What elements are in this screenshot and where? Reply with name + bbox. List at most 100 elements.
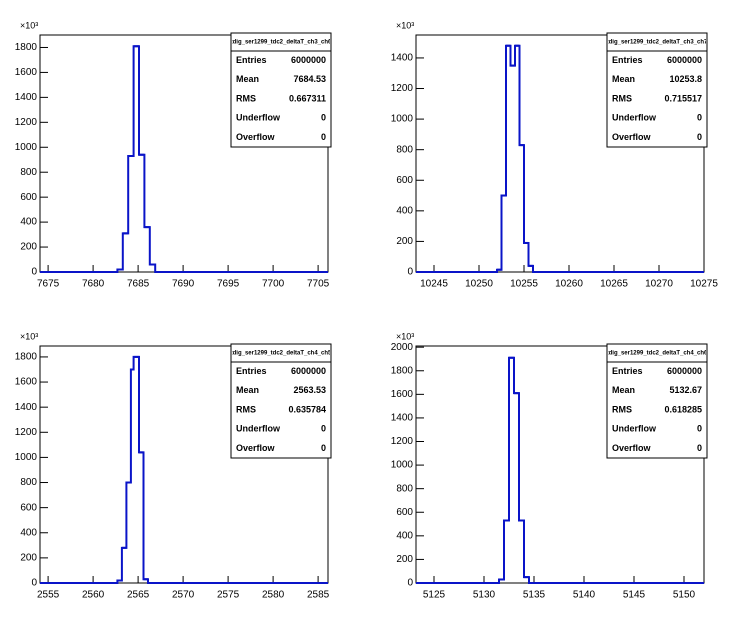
stats-title: tdig_ser1299_tdc2_deltaT_ch3_ch6: [231, 40, 332, 46]
stats-label: Overflow: [236, 443, 276, 453]
x-tick-label: 2570: [172, 590, 195, 601]
stats-label: RMS: [612, 93, 632, 103]
y-tick-label: 1800: [391, 365, 414, 376]
histogram-panel: 5125 5130 5135 5140 5145 5150 0 200 400 600 800 100…: [391, 331, 708, 601]
x-tick-label: 2555: [37, 590, 60, 601]
x-tick-label: 10270: [645, 279, 673, 290]
y-tick-label: 800: [20, 167, 37, 178]
x-tick-label: 2565: [127, 590, 150, 601]
stats-value: 6000000: [291, 55, 326, 65]
y-exponent: ×10³: [396, 331, 414, 341]
y-tick-label: 0: [407, 578, 413, 589]
y-tick-label: 800: [396, 483, 413, 494]
y-tick-label: 600: [20, 502, 37, 513]
stats-value: 0: [321, 424, 326, 434]
y-tick-label: 1800: [15, 352, 38, 363]
histogram-panel: 2555 2560 2565 2570 2575 2580 2585 0 200 400 600 80…: [15, 331, 332, 601]
x-tick-label: 10265: [600, 279, 628, 290]
y-tick-label: 400: [20, 527, 37, 538]
stats-value: 6000000: [291, 366, 326, 376]
x-tick-label: 5125: [423, 590, 446, 601]
x-tick-label: 2585: [307, 590, 330, 601]
y-tick-label: 1600: [391, 389, 414, 400]
stats-label: Underflow: [612, 113, 657, 123]
y-tick-label: 1600: [15, 67, 38, 78]
stats-label: Overflow: [612, 132, 652, 142]
stats-box: [606, 343, 708, 459]
y-tick-label: 1000: [391, 114, 414, 125]
stats-label: RMS: [236, 93, 256, 103]
x-tick-label: 5140: [573, 590, 596, 601]
stats-value: 0: [321, 443, 326, 453]
y-tick-label: 400: [396, 530, 413, 541]
stats-label: Overflow: [612, 443, 652, 453]
stats-title: tdig_ser1299_tdc2_deltaT_ch3_ch7: [607, 40, 708, 46]
x-tick-label: 5135: [523, 590, 546, 601]
y-tick-label: 1800: [15, 42, 38, 53]
y-tick-label: 1400: [15, 92, 38, 103]
y-tick-label: 800: [20, 477, 37, 488]
stats-label: Mean: [236, 385, 259, 395]
stats-label: Underflow: [612, 424, 657, 434]
x-tick-label: 10245: [420, 279, 448, 290]
stats-value: 0.715517: [664, 93, 702, 103]
stats-value: 0: [697, 113, 702, 123]
stats-title: tdig_ser1299_tdc2_deltaT_ch4_ch6: [607, 351, 708, 357]
stats-value: 0: [697, 132, 702, 142]
x-tick-label: 2580: [262, 590, 285, 601]
stats-value: 0: [321, 113, 326, 123]
y-tick-label: 600: [396, 507, 413, 518]
y-tick-label: 200: [20, 553, 37, 564]
y-tick-label: 1400: [391, 53, 414, 64]
stats-label: Entries: [612, 55, 643, 65]
x-tick-label: 7695: [217, 279, 240, 290]
stats-label: Entries: [236, 55, 267, 65]
stats-label: Mean: [236, 74, 259, 84]
stats-label: Entries: [236, 366, 267, 376]
y-tick-label: 1200: [391, 436, 414, 447]
y-tick-label: 1400: [391, 413, 414, 424]
stats-value: 0.635784: [288, 404, 326, 414]
y-tick-label: 1400: [15, 402, 38, 413]
y-tick-label: 400: [396, 205, 413, 216]
stats-label: Mean: [612, 385, 635, 395]
x-tick-label: 2560: [82, 590, 105, 601]
x-tick-label: 7680: [82, 279, 105, 290]
y-tick-label: 2000: [391, 342, 414, 353]
stats-value: 0: [697, 424, 702, 434]
y-tick-label: 0: [31, 578, 37, 589]
y-exponent: ×10³: [20, 331, 38, 341]
stats-value: 0: [321, 132, 326, 142]
stats-label: RMS: [612, 404, 632, 414]
y-tick-label: 1200: [15, 117, 38, 128]
y-tick-label: 400: [20, 217, 37, 228]
stats-label: Overflow: [236, 132, 276, 142]
y-tick-label: 200: [396, 554, 413, 565]
y-tick-label: 600: [20, 192, 37, 203]
stats-box: [606, 32, 708, 148]
stats-label: Mean: [612, 74, 635, 84]
y-exponent: ×10³: [396, 20, 414, 30]
x-tick-label: 7705: [307, 279, 330, 290]
stats-value: 7684.53: [293, 74, 326, 84]
stats-value: 5132.67: [669, 385, 702, 395]
stats-box: [230, 32, 332, 148]
stats-value: 10253.8: [669, 74, 702, 84]
x-tick-label: 7690: [172, 279, 195, 290]
stats-value: 6000000: [667, 366, 702, 376]
stats-value: 2563.53: [293, 385, 326, 395]
x-tick-label: 7700: [262, 279, 285, 290]
y-tick-label: 800: [396, 144, 413, 155]
histogram-panel: 10245 10250 10255 10260 10265 10270 10275 0 200 4…: [391, 20, 719, 289]
x-tick-label: 5145: [623, 590, 646, 601]
y-tick-label: 1000: [15, 452, 38, 463]
stats-value: 0.618285: [664, 404, 702, 414]
y-tick-label: 600: [396, 175, 413, 186]
y-tick-label: 1000: [15, 142, 38, 153]
x-tick-label: 2575: [217, 590, 240, 601]
stats-value: 0: [697, 443, 702, 453]
x-tick-label: 5150: [673, 590, 696, 601]
y-tick-label: 200: [396, 236, 413, 247]
stats-value: 0.667311: [289, 93, 326, 103]
